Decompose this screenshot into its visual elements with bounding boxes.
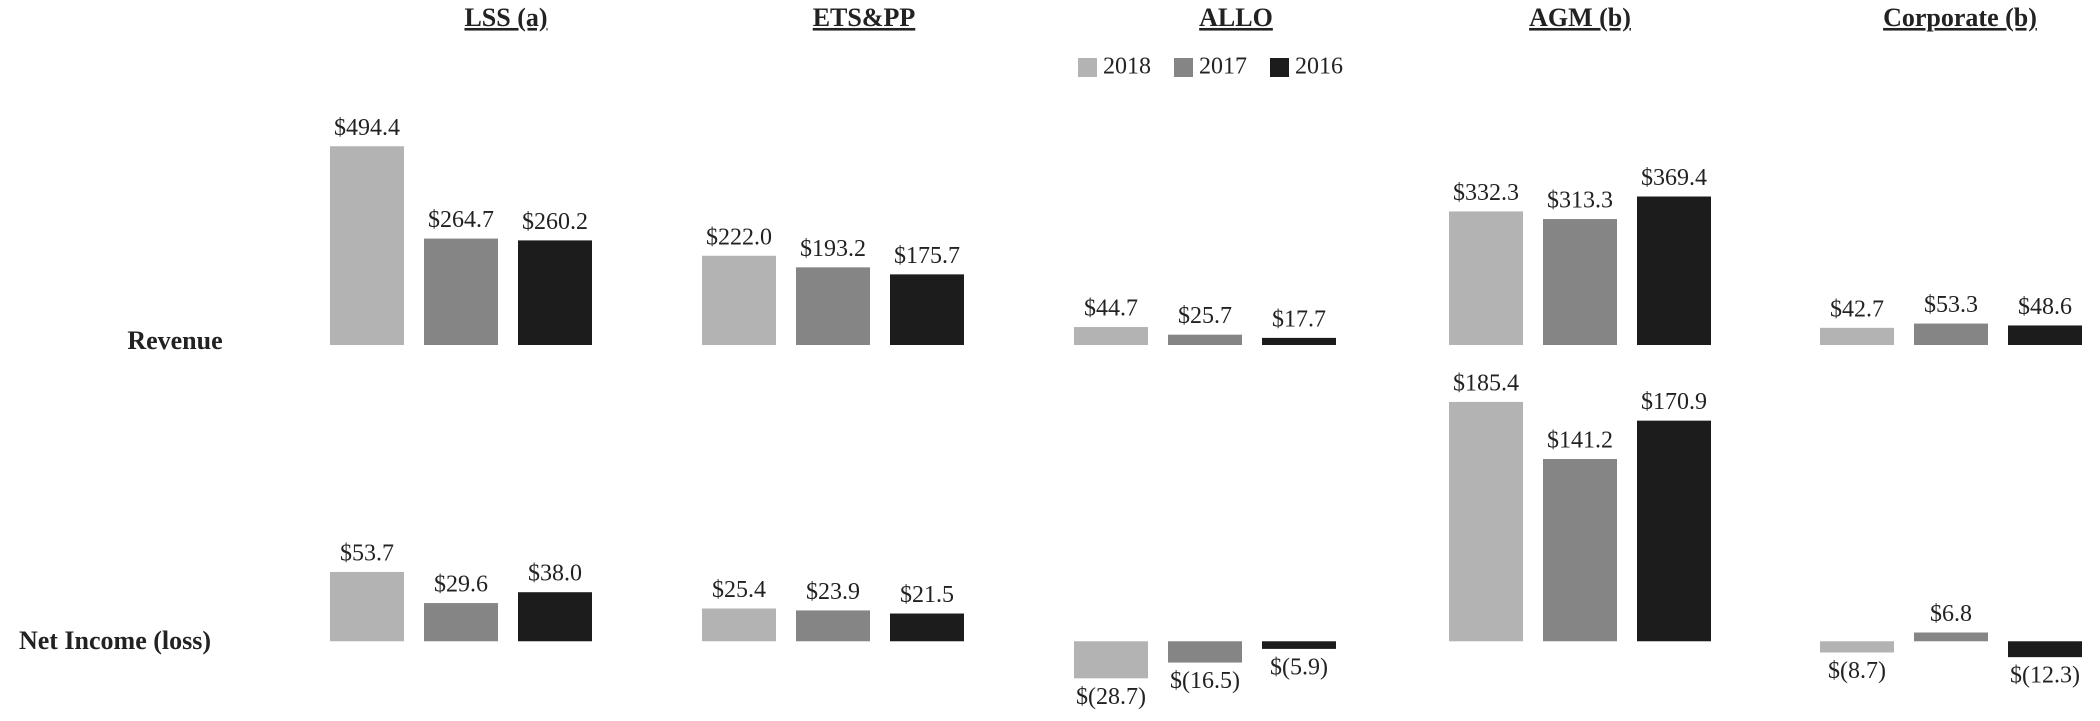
bar [2008, 325, 2082, 345]
value-label: $(8.7) [1828, 658, 1886, 684]
value-label: $494.4 [334, 115, 400, 141]
column-title: AGM (b) [1529, 3, 1631, 32]
value-label: $185.4 [1453, 370, 1519, 396]
value-label: $29.6 [434, 572, 488, 598]
value-label: $25.7 [1178, 303, 1232, 329]
value-label: $53.3 [1924, 292, 1978, 318]
legend-swatch [1078, 58, 1097, 77]
value-label: $175.7 [894, 243, 960, 269]
bar [1543, 219, 1617, 345]
value-label: $53.7 [340, 540, 394, 566]
bar [1449, 401, 1523, 642]
bar [1168, 641, 1242, 663]
value-label: $141.2 [1547, 427, 1613, 453]
value-label: $6.8 [1930, 601, 1972, 627]
value-label: $(12.3) [2010, 663, 2080, 689]
legend-label: 2016 [1295, 54, 1343, 80]
value-label: $313.3 [1547, 188, 1613, 214]
column-title: Corporate (b) [1883, 3, 2037, 32]
value-label: $332.3 [1453, 180, 1519, 206]
bar [1543, 458, 1617, 642]
legend-swatch [1174, 58, 1193, 77]
bar [424, 603, 498, 642]
row-label: Revenue [127, 326, 222, 355]
value-label: $369.4 [1641, 165, 1707, 191]
bar [424, 238, 498, 345]
value-label: $48.6 [2018, 294, 2072, 320]
bar [518, 240, 592, 345]
row-label: Net Income (loss) [19, 626, 211, 655]
value-label: $170.9 [1641, 389, 1707, 415]
value-label: $(16.5) [1170, 668, 1240, 694]
bar [330, 146, 404, 345]
bar [1262, 337, 1336, 345]
bar [1262, 641, 1336, 649]
value-label: $38.0 [528, 561, 582, 587]
bar [1074, 641, 1148, 679]
bar [1914, 323, 1988, 345]
bar [1449, 211, 1523, 345]
value-label: $23.9 [806, 579, 860, 605]
bar [796, 610, 870, 642]
value-label: $193.2 [800, 236, 866, 262]
bar [702, 608, 776, 642]
bar [1820, 641, 1894, 653]
value-label: $264.7 [428, 207, 494, 233]
bar [330, 571, 404, 642]
bar [1074, 327, 1148, 345]
value-label: $21.5 [900, 582, 954, 608]
value-label: $222.0 [706, 224, 772, 250]
bar [1820, 327, 1894, 345]
value-label: $260.2 [522, 209, 588, 235]
bar [518, 592, 592, 642]
legend-label: 2017 [1199, 54, 1247, 80]
column-title: LSS (a) [464, 3, 547, 32]
bar [890, 274, 964, 345]
column-title: ALLO [1199, 3, 1273, 32]
legend-swatch [1270, 58, 1289, 77]
value-label: $25.4 [712, 577, 766, 603]
bar [2008, 641, 2082, 658]
bar [796, 267, 870, 345]
column-title: ETS&PP [813, 3, 916, 32]
value-label: $42.7 [1830, 296, 1884, 322]
bar [1637, 196, 1711, 345]
value-label: $(28.7) [1076, 684, 1146, 710]
bar [1637, 420, 1711, 642]
value-label: $(5.9) [1270, 654, 1328, 680]
value-label: $44.7 [1084, 296, 1138, 322]
bar [890, 613, 964, 642]
bar [1914, 632, 1988, 642]
bar [702, 255, 776, 345]
legend-label: 2018 [1103, 54, 1151, 80]
bar [1168, 334, 1242, 345]
value-label: $17.7 [1272, 306, 1326, 332]
